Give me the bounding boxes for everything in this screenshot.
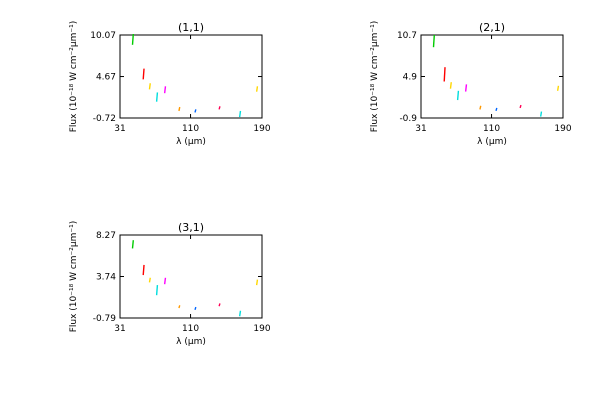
data-point	[142, 264, 145, 276]
data-point	[218, 106, 221, 110]
y-tick-label: -0.72	[93, 114, 116, 124]
y-tick-label: 10.07	[90, 31, 116, 41]
data-point	[432, 34, 436, 48]
data-point	[556, 85, 560, 91]
data-point	[479, 105, 482, 110]
panel-3: (3,1) 31 110 190 8.27 3.74 -0.79 λ (μm) Flux (10…	[69, 221, 271, 347]
y-axis-label: Flux (10⁻¹⁸ W cm⁻²μm⁻¹)	[69, 221, 79, 333]
y-tick-label: 3.74	[96, 273, 116, 283]
x-axis-label: λ (μm)	[176, 137, 206, 147]
x-tick-label: 190	[554, 124, 571, 134]
y-tick-label: 4.9	[403, 73, 418, 83]
data-point	[464, 84, 468, 92]
data-point	[519, 104, 522, 109]
data-point	[255, 279, 259, 286]
data-point	[539, 111, 543, 117]
data-point	[131, 33, 135, 45]
data-point	[449, 82, 452, 89]
data-point	[495, 107, 498, 112]
plot-frame	[420, 34, 564, 119]
x-tick-label: 31	[114, 324, 125, 334]
data-point	[155, 285, 159, 296]
plot-frame	[119, 34, 263, 119]
x-axis-label: λ (μm)	[477, 137, 507, 147]
data-point	[255, 86, 259, 92]
data-point	[155, 92, 159, 102]
data-point	[163, 277, 167, 285]
y-tick-label: 4.67	[96, 73, 116, 83]
x-tick-label: 190	[253, 324, 270, 334]
data-point	[238, 310, 242, 317]
x-tick-label: 110	[182, 324, 199, 334]
data-point	[148, 83, 151, 90]
data-point	[456, 90, 460, 101]
chart-title: (3,1)	[178, 221, 204, 234]
x-tick-label: 110	[483, 124, 500, 134]
x-tick-label: 31	[114, 124, 125, 134]
data-point	[238, 110, 242, 118]
y-tick-label: 10.7	[397, 31, 417, 41]
panel-2: (2,1) 31 110 190 10.7 4.9 -0.9 λ (μm) Flux (10⁻¹…	[370, 21, 572, 147]
x-tick-label: 190	[253, 124, 270, 134]
data-point	[443, 67, 446, 82]
chart-title: (1,1)	[178, 21, 204, 34]
panel-1: (1,1) 31 110 190 10.07 4.67 -0.72 λ (μm) Flux (1…	[69, 21, 271, 147]
x-tick-label: 31	[415, 124, 426, 134]
x-tick-label: 110	[182, 124, 199, 134]
data-point	[194, 306, 197, 311]
data-point	[148, 277, 151, 283]
chart-title: (2,1)	[479, 21, 505, 34]
y-tick-label: 8.27	[96, 231, 116, 241]
data-point	[178, 305, 181, 309]
plot-frame	[119, 234, 263, 319]
y-tick-label: -0.9	[399, 114, 417, 124]
data-point	[131, 240, 134, 249]
data-point	[178, 106, 181, 112]
data-point	[163, 86, 167, 94]
y-axis-label: Flux (10⁻¹⁸ W cm⁻²μm⁻¹)	[69, 21, 79, 133]
data-point	[142, 68, 145, 80]
y-tick-label: -0.79	[93, 314, 117, 324]
data-point	[218, 303, 221, 307]
y-axis-label: Flux (10⁻¹⁸ W cm⁻²μm⁻¹)	[370, 21, 380, 133]
x-axis-label: λ (μm)	[176, 337, 206, 347]
data-point	[194, 109, 197, 113]
